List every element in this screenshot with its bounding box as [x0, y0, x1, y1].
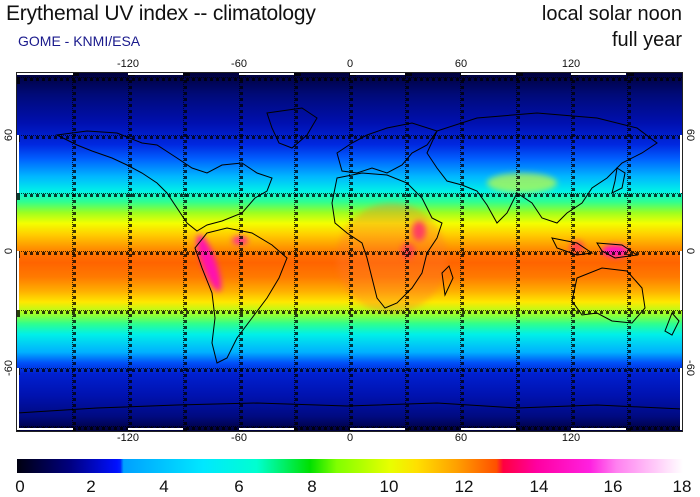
frame-segment: [239, 73, 294, 75]
period-label: full year: [611, 29, 682, 51]
colorbar-label: 8: [307, 477, 317, 496]
frame-segment: [17, 368, 19, 430]
coastlines: [17, 107, 682, 414]
frame-segment: [350, 73, 405, 75]
frame-segment: [239, 428, 294, 430]
frame-segment: [461, 428, 516, 430]
lon-label-bottom: 60: [454, 432, 468, 444]
lon-label-top: -60: [231, 58, 247, 70]
lon-label-bottom: -120: [116, 432, 140, 444]
colorbar-label: 18: [672, 477, 692, 496]
frame-segment: [680, 368, 682, 430]
lon-label-top: 60: [454, 58, 468, 70]
lon-label-bottom: 0: [346, 432, 354, 444]
colorbar-label: 4: [159, 477, 169, 496]
frame-segment: [680, 135, 682, 193]
frame-segment: [350, 428, 405, 430]
frame-segment: [461, 73, 516, 75]
lon-label-top: 120: [561, 58, 581, 70]
lat-label-right: 0: [684, 247, 696, 255]
lat-label-right: -60: [684, 360, 696, 376]
frame-segment: [571, 428, 626, 430]
colorbar-label: 16: [603, 477, 623, 496]
frame-segment: [17, 251, 19, 310]
frame-segment: [17, 73, 73, 75]
colorbar-label: 2: [86, 477, 96, 496]
hotspot-ethiopia: [412, 221, 426, 241]
grid-lat: [17, 193, 682, 197]
lat-label-left: 60: [3, 128, 15, 142]
lon-label-bottom: -60: [231, 432, 247, 444]
colorbar-label: 0: [15, 477, 25, 496]
hotspot-tibet: [487, 173, 557, 193]
chart-title: Erythemal UV index -- climatology: [6, 2, 316, 25]
grid-lat: [17, 77, 682, 81]
lat-label-left: -60: [3, 360, 15, 376]
hotspot-africa-land: [337, 203, 447, 313]
grid-lat: [17, 310, 682, 314]
time-label: local solar noon: [541, 3, 682, 25]
lon-label-top: -120: [116, 58, 140, 70]
colorbar-label: 14: [529, 477, 549, 496]
frame-segment: [128, 73, 183, 75]
lat-label-left: 0: [3, 247, 15, 255]
lon-label-top: 0: [346, 58, 354, 70]
frame-segment: [680, 251, 682, 310]
colorbar-label: 12: [454, 477, 474, 496]
frame-segment: [17, 135, 19, 193]
frame-segment: [571, 73, 626, 75]
lat-label-right: 60: [684, 128, 696, 142]
chart-subtitle: GOME - KNMI/ESA: [18, 33, 141, 49]
lon-label-bottom: 120: [561, 432, 581, 444]
colorbar: [17, 459, 683, 473]
colorbar-label: 10: [379, 477, 399, 496]
frame-segment: [17, 428, 73, 430]
colorbar-label: 6: [234, 477, 244, 496]
frame-segment: [128, 428, 183, 430]
uv-index-map: [17, 73, 682, 431]
